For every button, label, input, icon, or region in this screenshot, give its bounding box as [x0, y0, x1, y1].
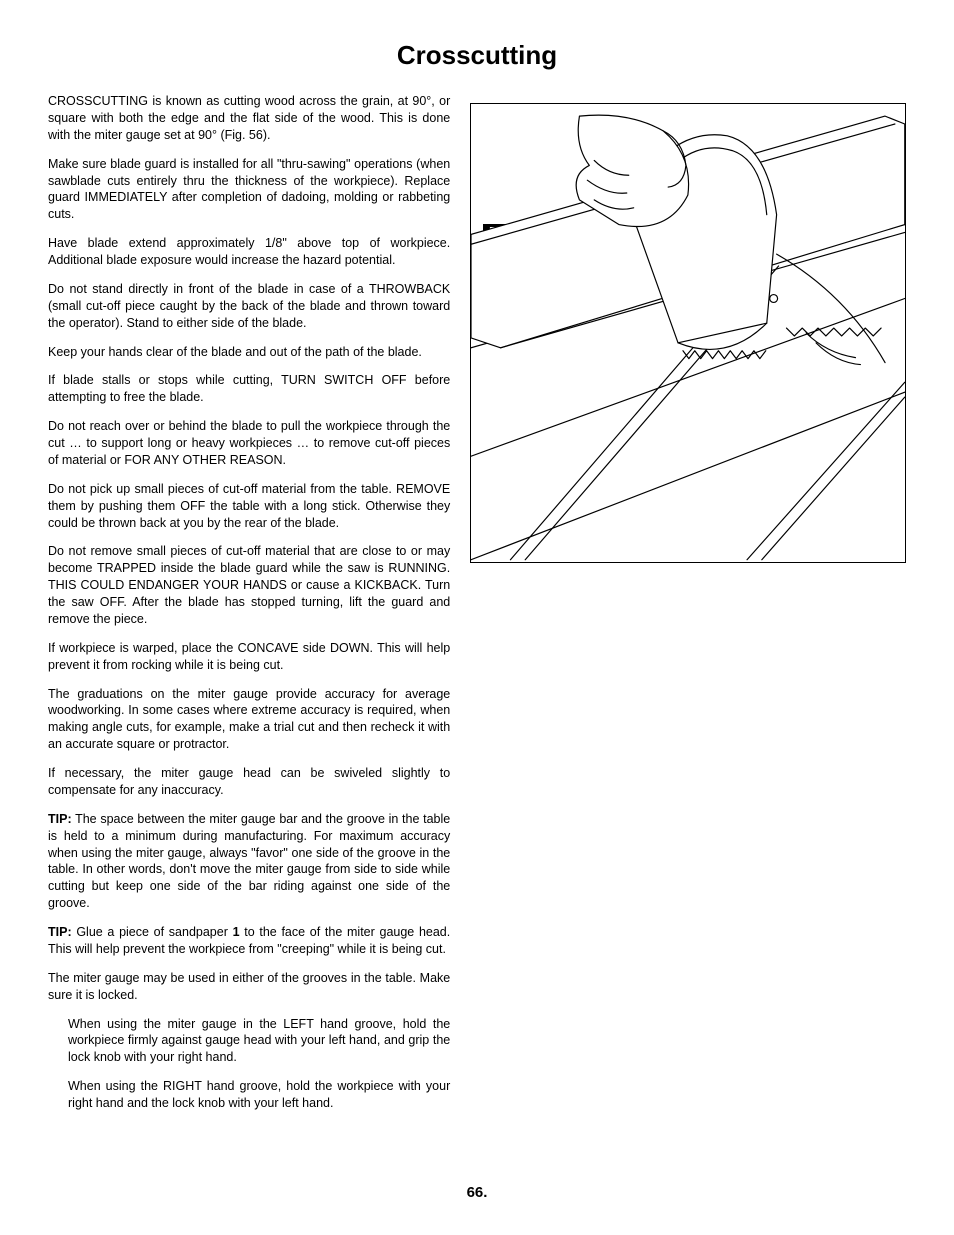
tip-text: Glue a piece of sandpaper [72, 925, 233, 939]
paragraph: Have blade extend approximately 1/8" abo… [48, 235, 450, 269]
paragraph: CROSSCUTTING is known as cutting wood ac… [48, 93, 450, 144]
paragraph: Make sure blade guard is installed for a… [48, 156, 450, 224]
tip-label: TIP: [48, 812, 72, 826]
tip-number: 1 [233, 925, 240, 939]
tip-paragraph: TIP: Glue a piece of sandpaper 1 to the … [48, 924, 450, 958]
paragraph: If blade stalls or stops while cutting, … [48, 372, 450, 406]
paragraph: Do not reach over or behind the blade to… [48, 418, 450, 469]
page-title: Crosscutting [48, 40, 906, 71]
crosscut-illustration-icon [471, 104, 905, 562]
paragraph: If workpiece is warped, place the CONCAV… [48, 640, 450, 674]
indented-paragraph: When using the miter gauge in the LEFT h… [48, 1016, 450, 1067]
paragraph: Do not stand directly in front of the bl… [48, 281, 450, 332]
page-number: 66. [48, 1184, 906, 1201]
figure-column: FIG. 56 [470, 93, 906, 563]
paragraph: The miter gauge may be used in either of… [48, 970, 450, 1004]
paragraph: Do not remove small pieces of cut-off ma… [48, 543, 450, 627]
tip-paragraph: TIP: The space between the miter gauge b… [48, 811, 450, 912]
paragraph: If necessary, the miter gauge head can b… [48, 765, 450, 799]
paragraph: Keep your hands clear of the blade and o… [48, 344, 450, 361]
indented-paragraph: When using the RIGHT hand groove, hold t… [48, 1078, 450, 1112]
figure-56: FIG. 56 [470, 103, 906, 563]
paragraph: Do not pick up small pieces of cut-off m… [48, 481, 450, 532]
text-column: CROSSCUTTING is known as cutting wood ac… [48, 93, 450, 1124]
tip-text: The space between the miter gauge bar an… [48, 812, 450, 910]
content-columns: CROSSCUTTING is known as cutting wood ac… [48, 93, 906, 1124]
paragraph: The graduations on the miter gauge provi… [48, 686, 450, 754]
tip-label: TIP: [48, 925, 72, 939]
